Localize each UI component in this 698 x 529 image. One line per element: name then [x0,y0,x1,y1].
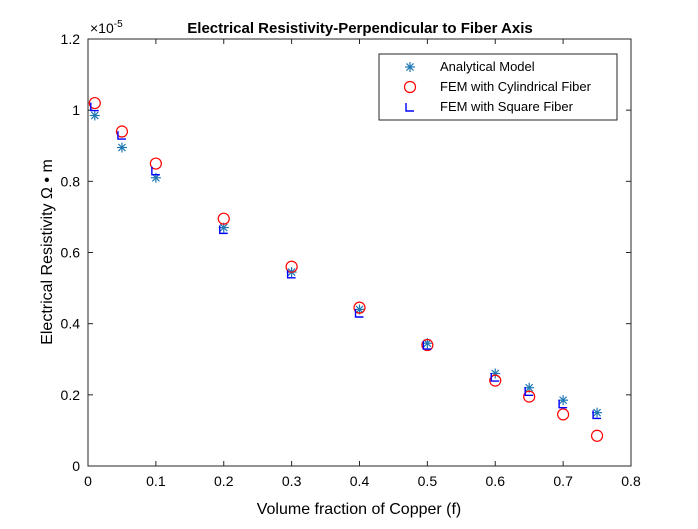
legend-label-cylindrical: FEM with Cylindrical Fiber [440,79,592,94]
data-point-series-2 [490,373,500,382]
data-point-series-1 [115,125,129,138]
data-point-series-1 [88,96,101,110]
y-tick-label: 0.4 [61,316,81,332]
y-tick-label: 0 [72,458,80,474]
legend: Analytical Model FEM with Cylindrical Fi… [378,53,618,121]
x-axis-label: Volume fraction of Copper (f) [257,501,462,518]
y-tick-label: 1 [72,102,80,118]
chart-title: Electrical Resistivity-Perpendicular to … [187,20,532,37]
data-point-series-1 [217,212,230,225]
legend-marker-2 [405,103,414,112]
y-axis-exponent: ×10-5 [90,19,123,36]
data-point-series-2 [219,225,228,235]
data-point-series-1 [353,301,366,314]
y-tick-label: 0.8 [61,173,81,189]
y-axis-label: Electrical Resistivity Ω • m [39,159,56,345]
data-point-series-1 [149,157,162,170]
x-tick-label: 0.5 [418,473,438,489]
data-point-series-2 [558,399,568,409]
x-tick-label: 0.8 [621,473,641,489]
data-point-series-2 [422,341,432,350]
x-tick-label: 0.3 [282,473,302,489]
x-tick-label: 0 [84,473,92,489]
y-tick-label: 0.2 [61,387,81,403]
x-tick-label: 0.2 [214,473,234,489]
legend-marker-0 [405,62,415,72]
x-tick-label: 0.4 [350,473,370,489]
data-point-series-2 [286,269,296,279]
x-tick-label: 0.6 [486,473,506,489]
y-tick-label: 1.2 [61,31,81,47]
data-point-series-2 [90,102,99,112]
x-tick-label: 0.7 [553,473,573,489]
data-point-series-0 [89,110,100,121]
data-point-series-2 [117,131,126,140]
legend-label-analytical: Analytical Model [440,59,535,74]
data-point-series-1 [523,390,536,403]
axis-ticks: 0 0.1 0.2 0.3 0.4 0.5 0.6 0.7 0.8 0 0.2 0.4 0.6 0.8 1 1… [61,31,641,489]
y-tick-label: 0.6 [61,245,81,261]
legend-box [378,53,618,121]
data-marks [88,96,604,442]
legend-marker-1 [403,80,417,94]
data-point-series-1 [285,260,298,273]
data-point-series-1 [557,408,570,421]
data-point-series-0 [116,142,127,153]
data-point-series-2 [151,166,160,176]
x-tick-label: 0.1 [146,473,166,489]
legend-label-square: FEM with Square Fiber [440,99,574,114]
data-point-series-1 [421,338,434,352]
y-axis-exponent-power: -5 [114,19,123,30]
data-point-series-1 [590,429,604,442]
data-point-series-1 [489,374,502,387]
data-point-series-2 [592,410,602,420]
data-point-series-2 [354,308,364,318]
data-point-series-2 [524,387,534,396]
legend-markers [403,62,417,112]
